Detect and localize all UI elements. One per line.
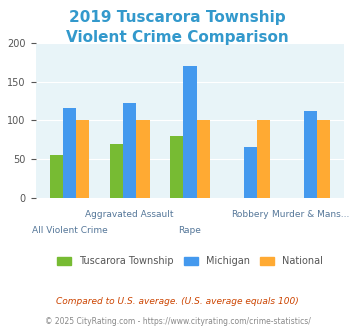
Text: © 2025 CityRating.com - https://www.cityrating.com/crime-statistics/: © 2025 CityRating.com - https://www.city… (45, 317, 310, 326)
Bar (123, 103, 136, 198)
Text: Aggravated Assault: Aggravated Assault (86, 211, 174, 219)
Bar (110, 144, 123, 198)
Text: Violent Crime Comparison: Violent Crime Comparison (66, 30, 289, 45)
Bar (76, 120, 89, 198)
Bar (183, 66, 197, 198)
Bar (170, 136, 183, 198)
Bar (50, 155, 63, 198)
Text: 2019 Tuscarora Township: 2019 Tuscarora Township (69, 10, 286, 25)
Bar (304, 111, 317, 198)
Legend: Tuscarora Township, Michigan, National: Tuscarora Township, Michigan, National (53, 252, 327, 270)
Bar (136, 120, 149, 198)
Bar (244, 147, 257, 198)
Text: Compared to U.S. average. (U.S. average equals 100): Compared to U.S. average. (U.S. average … (56, 297, 299, 306)
Bar (197, 120, 210, 198)
Text: Rape: Rape (179, 226, 201, 235)
Text: All Violent Crime: All Violent Crime (32, 226, 107, 235)
Text: Murder & Mans...: Murder & Mans... (272, 211, 349, 219)
Bar (63, 108, 76, 198)
Bar (317, 120, 330, 198)
Text: Robbery: Robbery (231, 211, 269, 219)
Bar (257, 120, 270, 198)
